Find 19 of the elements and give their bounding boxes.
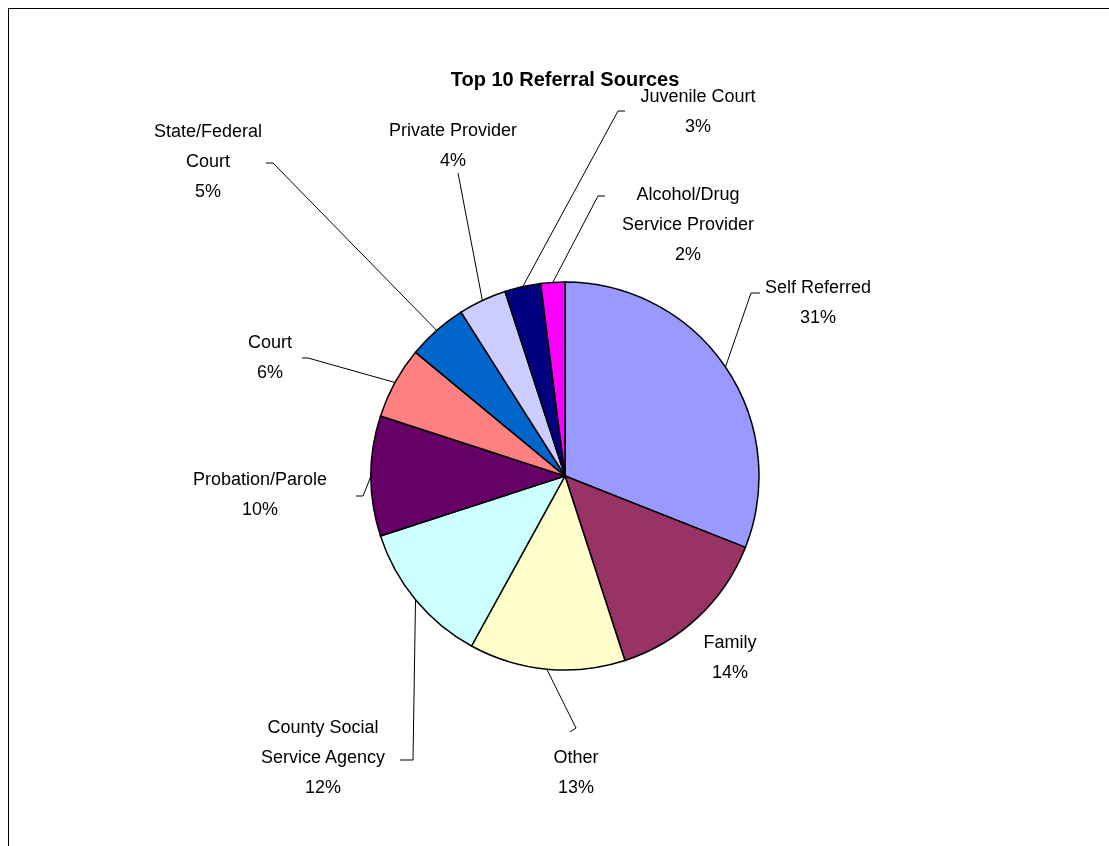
slice-label: Family [703,632,757,652]
slice-label: Other [553,747,599,767]
data-label: 6% [256,362,284,382]
data-label: 31% [799,307,837,327]
legend-label: Probation/Parole [192,469,328,489]
data-label: 5% [194,181,222,201]
slice-label: Self Referred [764,277,872,297]
slice-label: Private Provider [388,120,518,140]
data-label: 13% [557,777,595,797]
slice-label: Alcohol/Drug Service Provider [621,184,755,234]
data-label: 14% [711,662,749,682]
data-label: 10% [241,499,279,519]
data-label: 4% [439,150,467,170]
slice-label: State/Federal Court [153,121,263,171]
data-label: 3% [684,116,712,136]
data-label: 2% [674,244,702,264]
data-label: 12% [304,777,342,797]
slice-label: County Social Service Agency [260,717,386,767]
slice-label: Court [247,332,293,352]
